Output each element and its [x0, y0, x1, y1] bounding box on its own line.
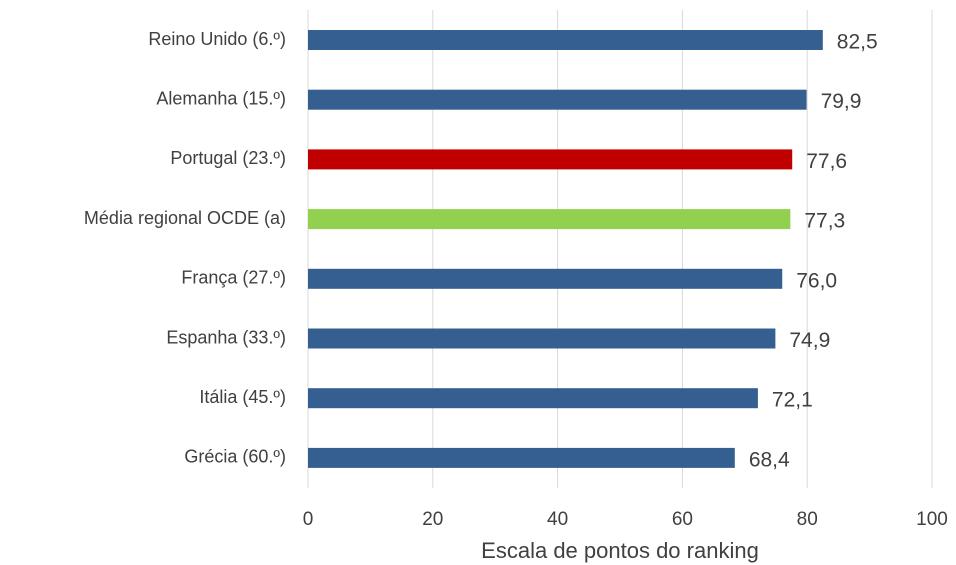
x-tick-label: 0	[303, 509, 314, 530]
y-tick-label: Média regional OCDE (a)	[84, 208, 286, 228]
bar	[308, 328, 776, 349]
bar	[308, 268, 783, 289]
bar	[308, 30, 823, 50]
bar	[308, 89, 807, 110]
data-label: 77,3	[804, 210, 845, 233]
data-label: 76,0	[796, 269, 837, 292]
data-label: 77,6	[806, 150, 847, 173]
x-tick-label: 100	[916, 509, 948, 530]
x-tick-label: 60	[672, 509, 693, 530]
x-tick-label: 40	[547, 509, 568, 530]
x-tick-label: 20	[422, 509, 443, 530]
y-tick-label: Espanha (33.º)	[166, 327, 286, 347]
y-tick-label: França (27.º)	[181, 268, 286, 288]
data-label: 74,9	[789, 329, 830, 352]
bar	[308, 447, 735, 468]
y-tick-label: Portugal (23.º)	[170, 148, 286, 168]
bar	[308, 209, 791, 230]
y-tick-label: Itália (45.º)	[199, 387, 286, 407]
data-label: 68,4	[749, 448, 790, 471]
data-label: 79,9	[821, 90, 862, 113]
y-tick-label: Alemanha (15.º)	[156, 88, 286, 108]
y-tick-label: Reino Unido (6.º)	[148, 29, 286, 49]
x-axis-label: Escala de pontos do ranking	[481, 538, 759, 563]
bar	[308, 388, 758, 409]
data-label: 72,1	[772, 389, 813, 412]
x-tick-label: 80	[797, 509, 818, 530]
bar	[308, 149, 793, 170]
data-label: 82,5	[837, 31, 878, 54]
y-tick-label: Grécia (60.º)	[184, 447, 286, 467]
